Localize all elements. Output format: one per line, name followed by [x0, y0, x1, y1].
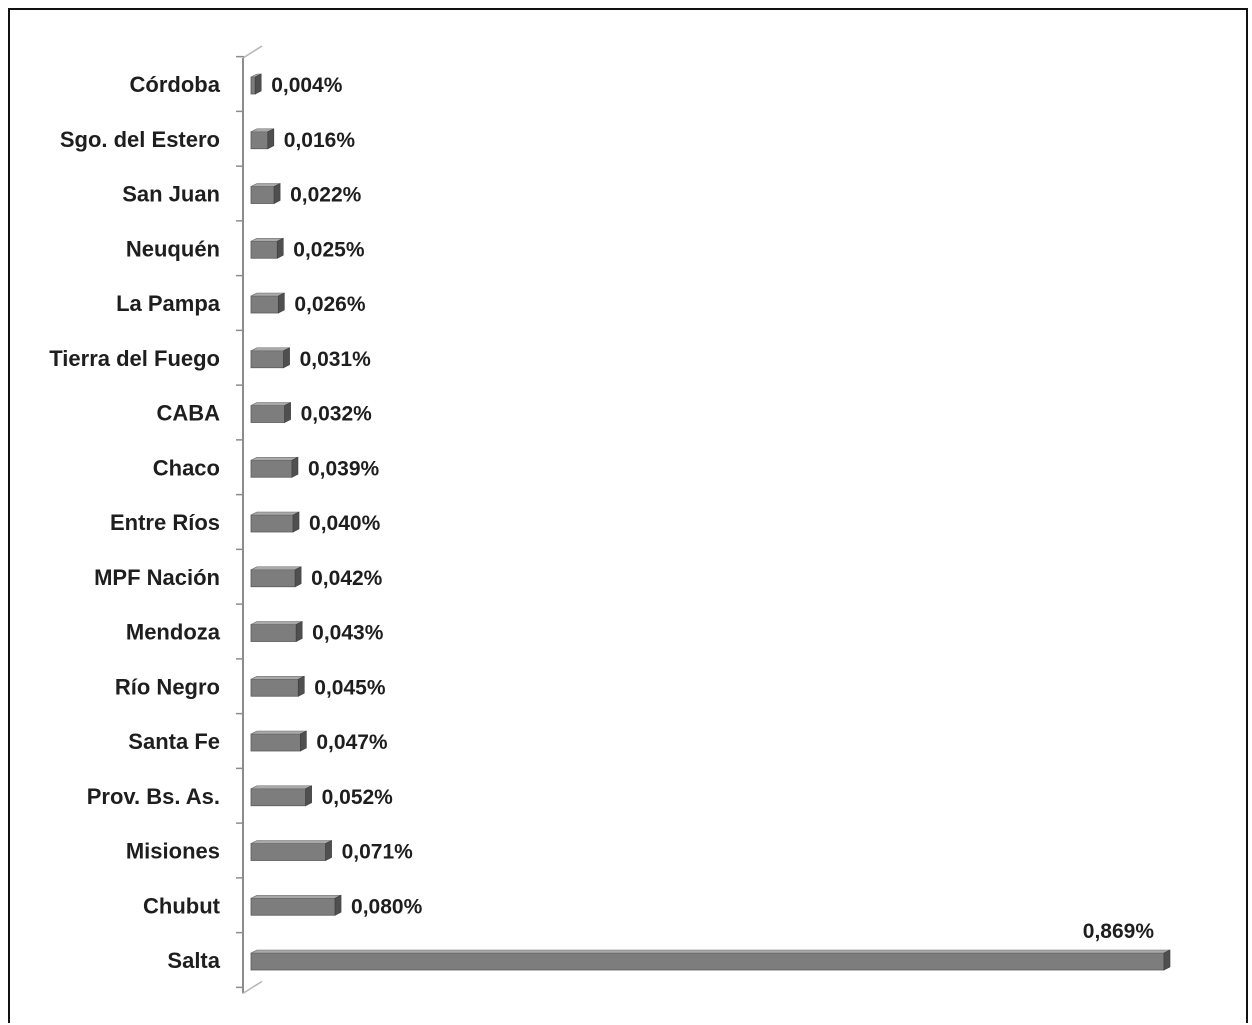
category-label: San Juan — [122, 182, 220, 207]
value-label: 0,045% — [314, 676, 386, 699]
bar-13 — [250, 788, 307, 807]
bar-top-15 — [250, 894, 342, 899]
category-label: Córdoba — [130, 72, 221, 97]
category-label: CABA — [156, 401, 220, 426]
bar-15 — [250, 897, 336, 916]
chart-frame — [8, 8, 1248, 1023]
category-label: Entre Ríos — [110, 510, 220, 535]
bar-side-15 — [334, 894, 342, 916]
value-label: 0,047% — [316, 731, 388, 754]
chart-axis — [236, 45, 263, 995]
bar-12 — [250, 733, 301, 752]
bar-side-3 — [276, 237, 284, 259]
bar-4 — [250, 295, 279, 314]
category-label: Chaco — [153, 455, 220, 480]
bar-side-11 — [297, 675, 305, 697]
bar-top-13 — [250, 785, 312, 790]
category-label: Tierra del Fuego — [49, 346, 220, 371]
bars-group — [250, 73, 1171, 971]
bar-5 — [250, 350, 284, 369]
bar-side-14 — [325, 840, 332, 861]
value-label: 0,025% — [293, 238, 365, 261]
bar-side-13 — [305, 785, 312, 807]
value-label: 0,040% — [309, 512, 381, 535]
bar-side-7 — [291, 456, 299, 478]
category-label: Neuquén — [126, 236, 220, 261]
value-label: 0,022% — [290, 184, 362, 207]
value-label: 0,004% — [271, 74, 343, 97]
bar-8 — [250, 514, 294, 533]
category-label: Misiones — [126, 839, 220, 864]
category-label: MPF Nación — [94, 565, 220, 590]
value-label: 0,039% — [308, 457, 380, 480]
bar-2 — [250, 186, 275, 204]
value-label: 0,032% — [301, 403, 373, 426]
labels-group: Córdoba 0,004% Sgo. del Estero 0,016% San Ju… — [49, 72, 1154, 973]
bar-side-10 — [295, 621, 303, 642]
value-label: 0,031% — [300, 348, 372, 371]
bar-1 — [250, 131, 269, 150]
bar-10 — [250, 624, 297, 642]
bar-9 — [250, 569, 296, 588]
bar-top-14 — [250, 840, 332, 844]
bar-16 — [250, 952, 1165, 971]
axis-depth-bottom — [242, 980, 263, 995]
category-label: Santa Fe — [128, 729, 220, 754]
axis-depth-top — [242, 45, 263, 59]
bar-top-7 — [250, 456, 299, 461]
bar-top-12 — [250, 730, 307, 735]
category-label: La Pampa — [116, 291, 221, 316]
category-label: Salta — [167, 948, 220, 973]
value-label: 0,043% — [312, 622, 384, 645]
category-label: Sgo. del Estero — [60, 127, 220, 152]
value-label: 0,080% — [351, 895, 423, 918]
bar-side-5 — [283, 347, 290, 369]
value-label: 0,026% — [294, 293, 366, 316]
bar-side-2 — [273, 183, 281, 204]
bar-side-1 — [267, 128, 275, 150]
bar-side-9 — [294, 566, 302, 588]
value-label: 0,052% — [322, 786, 394, 809]
bar-top-11 — [250, 675, 305, 680]
category-label: Chubut — [143, 893, 221, 918]
value-label: 0,042% — [311, 567, 383, 590]
bar-0 — [250, 76, 256, 95]
category-label: Mendoza — [126, 620, 221, 645]
bar-side-0 — [254, 73, 262, 95]
bar-top-16 — [250, 949, 1171, 954]
bar-side-16 — [1163, 949, 1171, 971]
value-label: 0,016% — [284, 129, 356, 152]
bar-6 — [250, 405, 286, 423]
bar-7 — [250, 459, 293, 478]
bar-top-5 — [250, 347, 290, 352]
bar-top-9 — [250, 566, 302, 571]
bar-3 — [250, 240, 278, 259]
bar-side-8 — [292, 511, 300, 533]
bar-11 — [250, 678, 299, 697]
bar-top-8 — [250, 511, 300, 516]
value-label: 0,071% — [342, 841, 414, 864]
value-label: 0,869% — [1083, 920, 1155, 943]
bar-top-6 — [250, 402, 291, 406]
bar-14 — [250, 843, 326, 861]
bar-side-6 — [284, 402, 291, 423]
category-label: Río Negro — [115, 674, 220, 699]
category-label: Prov. Bs. As. — [87, 784, 220, 809]
bar-top-10 — [250, 621, 303, 625]
bar-side-4 — [278, 292, 285, 314]
bar-side-12 — [300, 730, 307, 752]
